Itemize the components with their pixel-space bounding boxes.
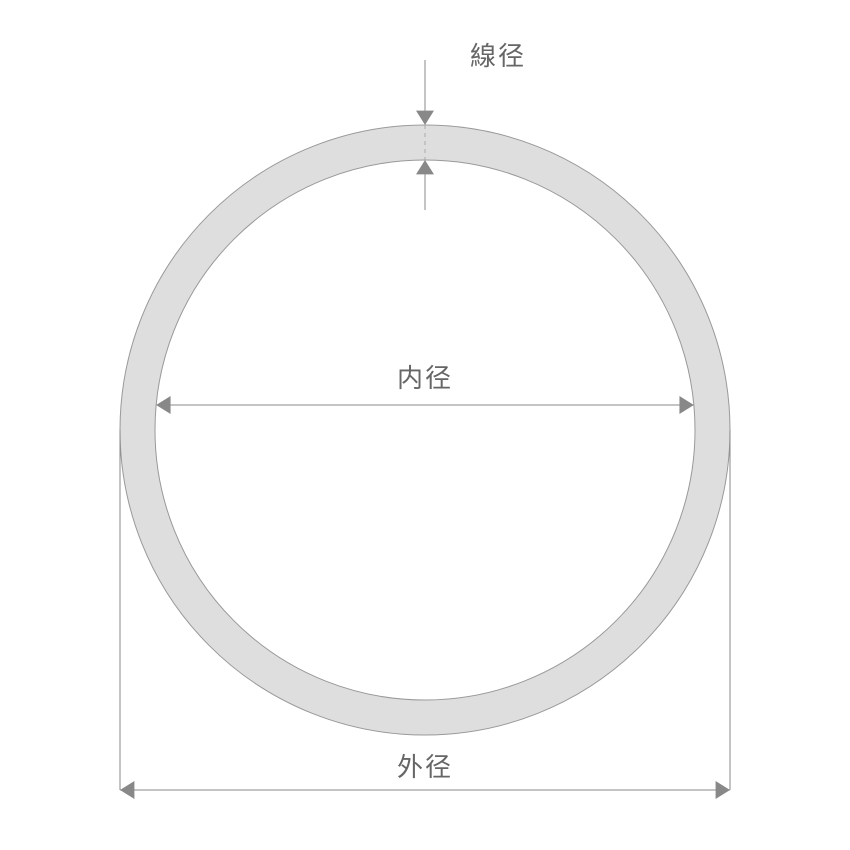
inner-diameter-label: 内径 <box>397 363 453 393</box>
wall-thickness-label: 線径 <box>470 41 526 71</box>
outer-diameter-label: 外径 <box>397 752 453 782</box>
ring-dimension-diagram: 内径外径 線径 <box>0 0 850 850</box>
